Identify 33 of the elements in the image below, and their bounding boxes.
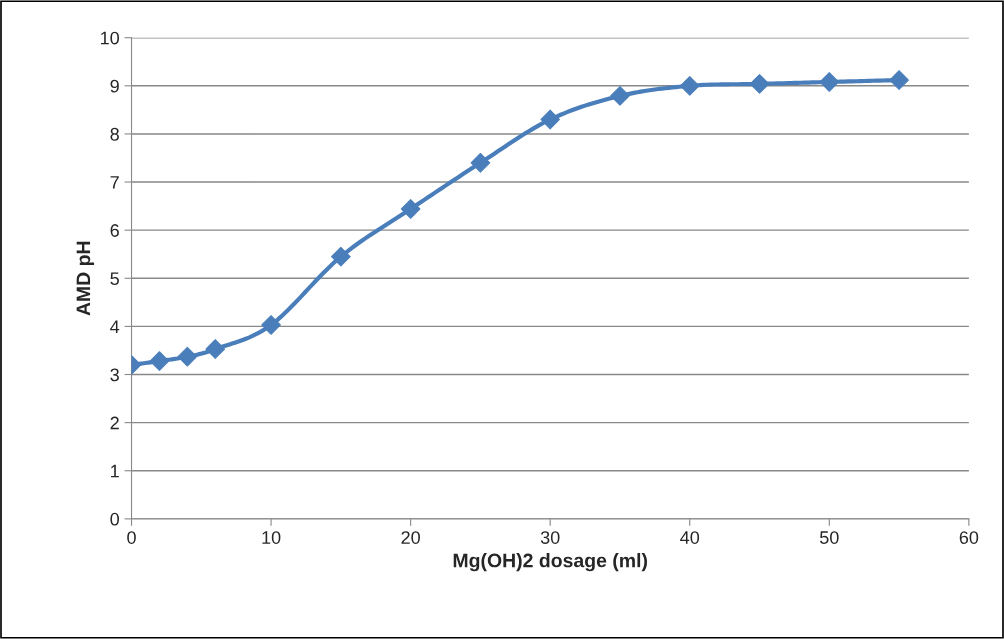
y-tick-label: 10: [101, 31, 120, 45]
x-tick-label: 0: [127, 531, 136, 544]
point: [177, 346, 198, 367]
point: [819, 72, 840, 92]
point: [149, 351, 170, 371]
y-tick-label: 2: [110, 416, 119, 430]
x-tick-label: 50: [819, 531, 839, 544]
x-tick-label: 10: [262, 531, 281, 544]
x-axis-title: Mg(OH)2 dosage (ml): [453, 553, 647, 572]
point: [331, 246, 351, 267]
point: [400, 199, 421, 219]
point: [889, 70, 909, 90]
y-axis-title: AMD pH: [76, 241, 95, 316]
y-tick-label: 1: [111, 464, 119, 478]
x-tick-label: 30: [540, 531, 560, 544]
y-tick-label: 5: [110, 272, 119, 285]
point: [749, 74, 770, 94]
point: [679, 75, 700, 96]
point: [610, 86, 630, 106]
point: [261, 315, 281, 335]
y-tick-label: 4: [110, 320, 120, 333]
x-tick-label: 20: [401, 531, 420, 544]
x-tick-label: 40: [680, 531, 700, 544]
y-tick-label: 6: [110, 224, 119, 237]
y-tick-label: 8: [110, 127, 119, 141]
y-tick-label: 0: [110, 512, 120, 526]
point: [470, 152, 491, 173]
point: [205, 339, 226, 359]
point: [540, 109, 561, 130]
y-tick-label: 9: [110, 79, 119, 93]
y-tick-label: 7: [110, 176, 119, 189]
x-tick-label: 60: [959, 531, 979, 544]
y-tick-label: 3: [110, 368, 119, 382]
